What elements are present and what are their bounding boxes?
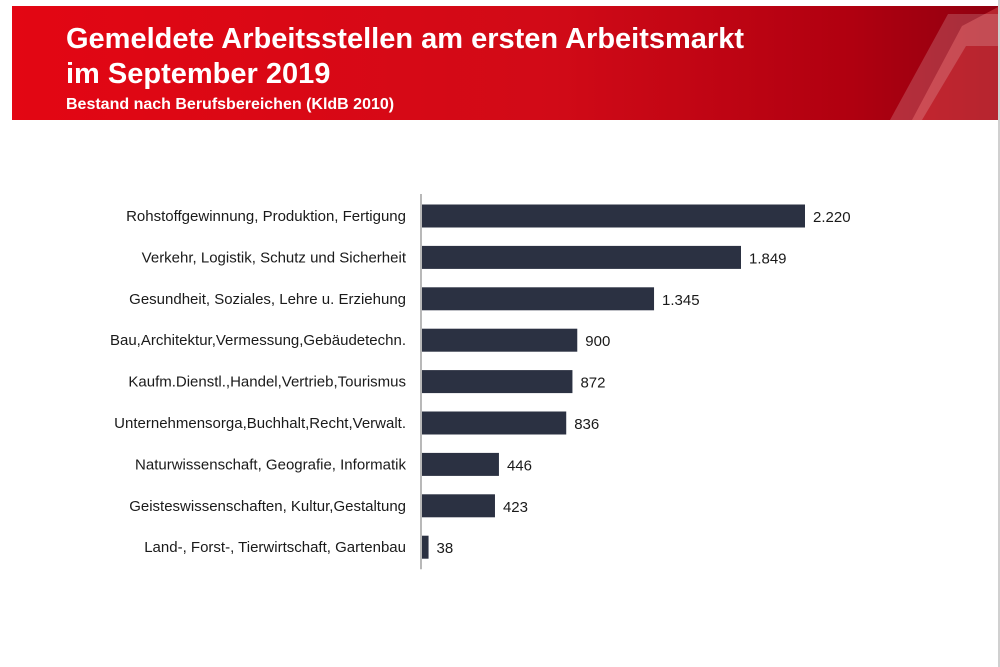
ba-logo-icon [890, 6, 1000, 120]
page-edge [998, 0, 1000, 667]
title-line-1: Gemeldete Arbeitsstellen am ersten Arbei… [66, 23, 745, 55]
category-label: Verkehr, Logistik, Schutz und Sicherheit [142, 249, 407, 266]
value-label: 2.220 [813, 209, 851, 226]
category-label: Kaufm.Dienstl.,Handel,Vertrieb,Tourismus [128, 374, 406, 391]
bar [422, 328, 578, 352]
value-label: 38 [437, 540, 454, 557]
bar [422, 411, 567, 435]
value-label: 900 [585, 333, 610, 350]
page-subtitle: Bestand nach Berufsbereichen (KldB 2010) [66, 96, 395, 113]
value-label: 446 [507, 457, 532, 474]
bar [422, 204, 805, 228]
title-line-2: im September 2019 [66, 58, 331, 90]
value-label: 1.345 [662, 292, 700, 309]
bar [422, 494, 495, 518]
category-label: Geisteswissenschaften, Kultur,Gestaltung [129, 498, 406, 515]
value-label: 872 [580, 375, 605, 392]
category-label: Land-, Forst-, Tierwirtschaft, Gartenbau [144, 539, 406, 556]
value-label: 836 [574, 416, 599, 433]
category-label: Unternehmensorga,Buchhalt,Recht,Verwalt. [114, 415, 406, 432]
category-label: Bau,Architektur,Vermessung,Gebäudetechn. [110, 332, 406, 349]
value-label: 1.849 [749, 250, 787, 267]
bar [422, 452, 499, 476]
bar [422, 245, 741, 269]
category-label: Gesundheit, Soziales, Lehre u. Erziehung [129, 291, 406, 308]
category-label: Naturwissenschaft, Geografie, Informatik [135, 456, 406, 473]
header-banner: Gemeldete Arbeitsstellen am ersten Arbei… [12, 6, 1000, 120]
bar [422, 370, 573, 394]
bar [422, 287, 655, 311]
page-title: Gemeldete Arbeitsstellen am ersten Arbei… [66, 22, 866, 92]
value-label: 423 [503, 499, 528, 516]
category-label: Rohstoffgewinnung, Produktion, Fertigung [126, 208, 406, 225]
bar [422, 535, 429, 559]
